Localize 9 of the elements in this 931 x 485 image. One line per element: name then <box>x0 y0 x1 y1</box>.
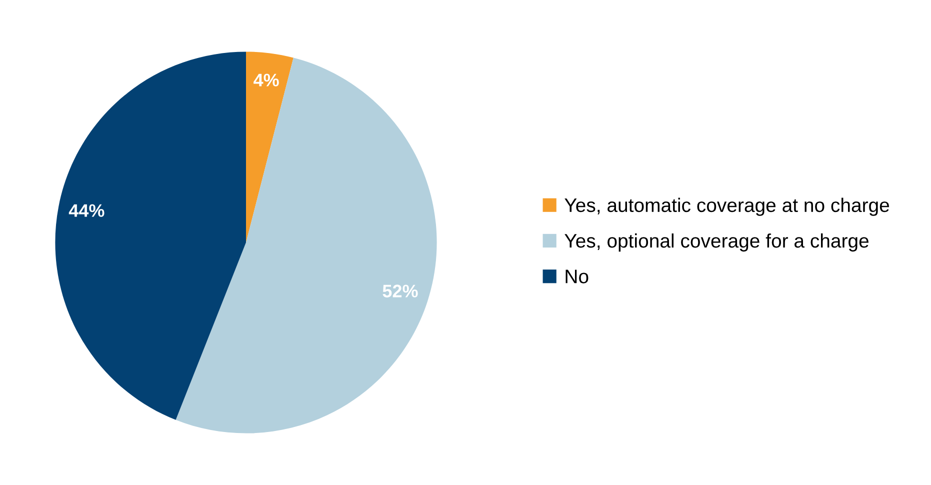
data-label: 4% <box>254 74 279 86</box>
data-label: 52% <box>382 284 418 298</box>
data-label: 44% <box>68 204 104 217</box>
legend-label: Yes, automatic coverage at no charge <box>564 198 890 216</box>
pie-slice <box>176 58 437 434</box>
pie-slice <box>55 52 246 420</box>
legend-label: No <box>566 270 588 284</box>
pie-slice <box>246 52 294 242</box>
legend-label: Yes, optional coverage for a charge <box>564 233 869 252</box>
